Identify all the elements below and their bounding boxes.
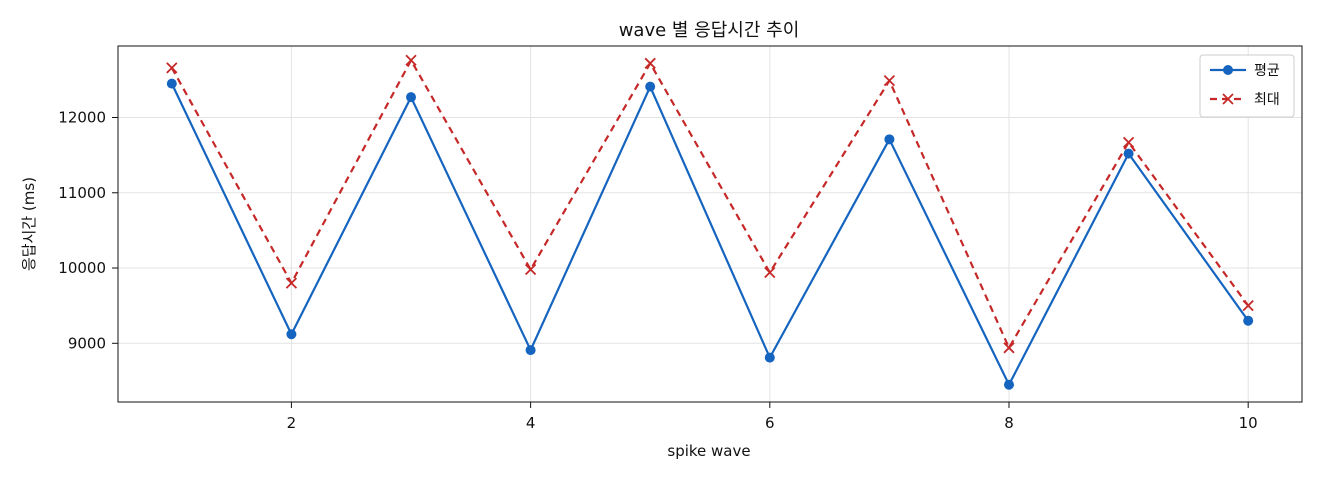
series-2-point-1 <box>166 62 178 74</box>
series-line-1 <box>170 83 1250 386</box>
x-tick-label-1: 4 <box>526 414 536 432</box>
legend-label-series-1: 평균 <box>1254 63 1280 79</box>
y-tick-label-3: 12000 <box>58 109 106 127</box>
data-series <box>166 54 1254 390</box>
series-1-point-1 <box>166 78 177 89</box>
series-1-point-8 <box>1003 379 1014 390</box>
series-1-point-3 <box>406 92 417 103</box>
legend-label-series-2: 최대 <box>1254 92 1280 108</box>
series-1-point-6 <box>764 352 775 363</box>
y-axis-label: 응답시간 (ms) <box>20 177 38 271</box>
series-2-point-5 <box>644 57 656 69</box>
series-2-point-2 <box>285 277 298 289</box>
series-1-point-4 <box>525 345 536 356</box>
legend: 평균 최대 <box>1199 54 1295 118</box>
series-1-point-5 <box>645 81 656 92</box>
series-2-point-7-stroke-b <box>883 74 896 87</box>
series-2-point-5-stroke-b <box>644 57 656 69</box>
x-tick-label-2: 6 <box>765 414 775 432</box>
series-2-point-9 <box>1122 136 1135 148</box>
series-2-point-10-stroke-b <box>1242 300 1254 312</box>
y-axis-ticks: 9000 10000 11000 12000 <box>58 109 118 352</box>
series-1-point-9 <box>1123 148 1134 159</box>
series-2-point-6 <box>764 266 776 279</box>
series-1-point-10 <box>1243 315 1254 326</box>
x-tick-label-0: 2 <box>287 414 297 432</box>
x-tick-label-4: 10 <box>1239 414 1258 432</box>
legend-marker-series-1 <box>1223 65 1233 75</box>
series-1-point-2 <box>286 329 297 340</box>
series-2-point-9-stroke-b <box>1122 136 1135 148</box>
series-2-point-8 <box>1003 342 1015 354</box>
series-2-point-10 <box>1242 300 1254 312</box>
y-tick-label-0: 9000 <box>68 334 106 352</box>
x-axis-label: spike wave <box>667 442 750 460</box>
series-2-point-4 <box>524 263 537 276</box>
x-axis-ticks: 2 4 6 8 10 <box>287 402 1258 432</box>
series-2-point-2-stroke-b <box>285 277 298 289</box>
legend-box <box>1199 54 1295 118</box>
legend-marker-series-2 <box>1222 93 1234 105</box>
series-2-point-1-stroke-b <box>166 62 178 74</box>
series-line-2 <box>170 59 1250 349</box>
x-tick-label-3: 8 <box>1004 414 1014 432</box>
series-2-point-3-stroke-b <box>405 54 417 66</box>
series-2-point-7 <box>883 74 896 87</box>
grid-lines <box>118 46 1302 402</box>
plot-frame <box>117 45 1303 403</box>
y-tick-label-1: 10000 <box>58 259 106 277</box>
series-2-point-3 <box>405 54 417 66</box>
series-2-point-8-stroke-b <box>1003 342 1015 354</box>
series-1-point-7 <box>884 134 895 145</box>
series-2-point-4-stroke-b <box>524 263 537 276</box>
y-tick-label-2: 11000 <box>58 184 106 202</box>
series-2-point-6-stroke-b <box>764 266 776 279</box>
chart-title: wave 별 응답시간 추이 <box>619 20 800 41</box>
